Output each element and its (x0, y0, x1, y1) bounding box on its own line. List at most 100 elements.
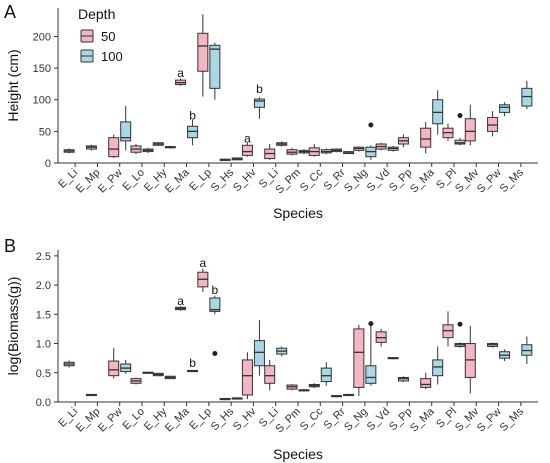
x-tick-label: S_Ma (408, 166, 437, 195)
x-tick-label: E_Lp (187, 167, 214, 194)
box-body (353, 328, 365, 388)
panel-label: B (4, 236, 16, 256)
box-E_Lo-50 (130, 144, 142, 155)
box-S_Ng-100 (365, 122, 377, 160)
x-tick-label: S_Vd (365, 167, 393, 195)
box-S_Ng-50 (353, 324, 365, 397)
box-E_Lo-50 (130, 377, 142, 385)
box-S_Pm-50 (286, 383, 298, 391)
box-S_Ma-50 (420, 372, 432, 390)
y-tick-label: 0.5 (36, 368, 51, 380)
x-tick-label: S_Cc (298, 166, 326, 194)
box-S_Vd-50 (375, 328, 387, 347)
box-S_Li-100 (276, 346, 288, 357)
box-S_Li-100 (276, 141, 288, 147)
box-body (108, 360, 120, 377)
box-S_Ma-50 (420, 121, 432, 154)
x-tick-label: E_Lo (120, 167, 147, 194)
x-tick-label: E_Lo (120, 406, 147, 433)
box-E_Hy-100 (164, 375, 176, 380)
box-S_Ng-100 (365, 321, 377, 386)
box-S_Li-50 (264, 144, 276, 160)
x-tick-label: E_Mp (74, 406, 103, 435)
box-S_Cc-100 (320, 148, 332, 155)
box-body (120, 121, 132, 142)
x-axis-title: Species (273, 446, 323, 462)
box-E_Lp-100 (209, 42, 221, 100)
box-S_Rr-100 (343, 150, 355, 155)
box-S_Hv-50 (241, 142, 253, 157)
box-body (197, 32, 209, 72)
x-tick-label: S_Pw (475, 167, 504, 196)
x-tick-label: S_Ma (408, 405, 437, 434)
y-axis-title: log(Biomass(g)) (5, 277, 21, 376)
box-E_Hy-100 (164, 145, 176, 149)
y-tick-label: 2.0 (36, 280, 51, 292)
box-S_Cc-50 (308, 144, 320, 157)
box-S_Ma-100 (432, 90, 444, 135)
outlier-point (457, 321, 463, 327)
y-tick-label: 0 (45, 158, 51, 170)
box-E_Lo-100 (142, 147, 154, 153)
box-E_Ma-50 (175, 306, 187, 311)
box-S_Vd-100 (387, 145, 399, 152)
box-E_Mp-50 (85, 144, 97, 151)
significance-letter: b (256, 82, 263, 96)
box-S_Hs-50 (219, 158, 231, 162)
y-tick-label: 150 (33, 63, 51, 75)
y-tick-label: 100 (33, 95, 51, 107)
y-axis-title: Height (cm) (5, 49, 21, 121)
box-body (253, 98, 265, 108)
box-E_Li-50 (63, 148, 75, 154)
box-S_Vd-50 (375, 142, 387, 151)
box-S_Rr-50 (331, 394, 343, 398)
box-S_Hv-100 (253, 97, 265, 119)
box-body (365, 365, 377, 384)
legend-title: Depth (78, 6, 115, 22)
panel-b: B 0.0 0.5 1.0 1.5 2.0 2.5 E_LiE_MpE_PwE_LoE_HyE… (4, 236, 538, 462)
box-S_Pl-50 (442, 123, 454, 141)
box-S_Ma-100 (432, 346, 444, 385)
x-tick-label: S_Pw (475, 406, 504, 435)
significance-letter: a (177, 294, 184, 308)
significance-letter: b (189, 109, 196, 123)
box-S_Pm-100 (298, 149, 310, 155)
y-tick-label: 1.5 (36, 309, 51, 321)
x-axis-title: Species (273, 205, 323, 221)
series-50 (63, 268, 499, 401)
box-S_Pm-100 (298, 389, 310, 392)
x-tick-label: S_Hs (209, 405, 237, 433)
box-body (253, 340, 265, 367)
y-tick-label: 0.0 (36, 397, 51, 409)
outlier-point (368, 321, 374, 327)
box-body (264, 365, 276, 384)
box-S_Rr-50 (331, 148, 343, 153)
box-S_Li-50 (264, 359, 276, 391)
x-tick-label: S_Ng (342, 406, 370, 434)
legend-item-100: 100 (80, 49, 123, 64)
outlier-point (212, 350, 218, 356)
x-tick-label: E_Lp (187, 406, 214, 433)
box-S_Pm-50 (286, 147, 298, 156)
legend-label: 100 (101, 49, 123, 64)
box-E_Ma-50 (175, 78, 187, 86)
box-S_Pp-50 (397, 376, 409, 383)
box-S_Hs-50 (219, 397, 231, 401)
box-body (241, 359, 253, 396)
series-100 (120, 42, 533, 161)
box-S_Ms-100 (521, 80, 533, 110)
x-tick-label: E_Pw (96, 167, 125, 196)
box-S_Pl-50 (442, 311, 454, 347)
annotations: a b a b (177, 66, 263, 145)
significance-letter: a (244, 131, 251, 145)
legend: Depth 50 100 (78, 6, 123, 64)
x-tick-label: E_Ma (163, 166, 192, 195)
box-S_Mv-50 (464, 104, 476, 146)
legend-label: 50 (101, 29, 115, 44)
box-S_Pw-100 (499, 102, 511, 117)
outlier-point (368, 122, 374, 128)
box-S_Rr-100 (343, 393, 355, 397)
x-ticks: E_LiE_MpE_PwE_LoE_HyE_MaE_LpS_HsS_HvS_Li… (56, 163, 526, 196)
box-E_Lp-50 (197, 268, 209, 293)
